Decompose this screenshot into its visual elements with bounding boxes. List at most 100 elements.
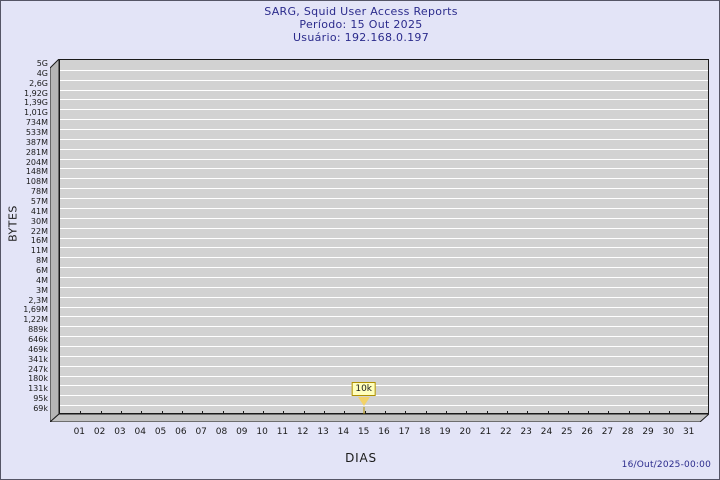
x-axis-tick-mark (222, 411, 224, 413)
gridline (60, 336, 708, 337)
gridline (60, 257, 708, 258)
y-axis-tick-label: 3M (36, 285, 48, 295)
x-axis-tick-label: 06 (175, 427, 187, 437)
x-axis-tick-mark (161, 411, 163, 413)
y-axis-tick-label: 533M (25, 127, 48, 137)
gridline (60, 395, 708, 396)
gridline (60, 267, 708, 268)
gridline (60, 356, 708, 357)
x-axis-tick-label: 23 (520, 427, 532, 437)
chart-title-block: SARG, Squid User Access Reports Período:… (1, 5, 720, 44)
gridline (60, 70, 708, 71)
x-axis-tick-mark (628, 411, 630, 413)
gridline (60, 287, 708, 288)
x-axis-tick-label: 09 (236, 427, 248, 437)
y-axis-tick-label: 1,92G (23, 88, 48, 98)
gridline (60, 159, 708, 160)
gridline (60, 376, 708, 377)
y-axis-tick-label: 108M (25, 177, 48, 187)
y-axis-tick-label: 734M (25, 118, 48, 128)
gridline (60, 208, 708, 209)
gridline (60, 366, 708, 367)
x-axis-tick-label: 12 (297, 427, 309, 437)
y-axis-tick-label: 341k (28, 354, 48, 364)
y-axis-tick-label: 2,6G (29, 78, 48, 88)
gridline (60, 218, 708, 219)
gridline (60, 90, 708, 91)
data-point-marker (363, 407, 365, 414)
y-axis-tick-label: 5G (36, 58, 48, 68)
gridline (60, 385, 708, 386)
x-axis-tick-mark (547, 411, 549, 413)
x-axis-tick-label: 22 (500, 427, 512, 437)
x-axis-tick-labels: 01 02 03 04 05 06 07 08 09 10 11 12 13 14 15 16 17 18 19 20… (59, 427, 709, 441)
x-axis-tick-mark (669, 411, 671, 413)
plot-canvas (59, 59, 709, 414)
x-axis-tick-mark (405, 411, 407, 413)
y-axis-tick-label: 8M (36, 256, 48, 266)
x-axis-tick-label: 13 (317, 427, 329, 437)
x-axis-tick-mark (445, 411, 447, 413)
x-axis-tick-mark (181, 411, 183, 413)
x-axis-tick-mark (689, 411, 691, 413)
x-axis-tick-label: 01 (73, 427, 86, 437)
x-axis-tick-mark (588, 411, 590, 413)
x-axis-tick-label: 21 (479, 427, 492, 437)
y-axis-tick-label: 889k (28, 325, 48, 335)
x-axis-tick-mark (385, 411, 386, 413)
x-axis-tick-label: 16 (378, 427, 390, 437)
y-axis-tick-label: 2,3M (28, 295, 48, 305)
y-axis-tick-label: 30M (30, 216, 48, 226)
y-axis-tick-label: 4G (36, 68, 48, 78)
x-axis-tick-label: 25 (561, 427, 573, 437)
plot-area: 10k (50, 59, 709, 422)
gridline (60, 178, 708, 179)
gridline (60, 119, 708, 120)
x-axis-tick-mark (506, 411, 508, 413)
y-axis-tick-label: 180k (28, 374, 48, 384)
gridline (60, 297, 708, 298)
x-axis-tick-mark (100, 411, 102, 413)
x-axis-tick-mark (242, 411, 244, 413)
x-axis-tick-mark (364, 411, 366, 413)
y-axis-tick-label: 387M (25, 137, 48, 147)
y-axis-tick-label: 1,22M (23, 315, 48, 325)
user-label: Usuário: 192.168.0.197 (292, 31, 430, 44)
x-axis-tick-label: 02 (93, 427, 106, 437)
gridline (60, 346, 708, 347)
y-axis-tick-label: 78M (30, 187, 48, 197)
gridline (60, 109, 708, 110)
x-axis-tick-mark (303, 411, 305, 413)
page-title: SARG, Squid User Access Reports (264, 5, 458, 18)
x-axis-tick-label: 19 (439, 427, 451, 437)
gridline (60, 238, 708, 239)
y-axis-tick-label: 469k (28, 344, 48, 354)
gridline (60, 139, 708, 140)
x-axis-tick-mark (567, 411, 569, 413)
x-axis-tick-mark (80, 411, 82, 413)
gridline (60, 247, 708, 248)
x-axis-tick-label: 30 (662, 427, 675, 437)
y-axis-tick-label: 4M (36, 275, 48, 285)
x-axis-tick-label: 15 (357, 427, 370, 437)
gridline (60, 80, 708, 81)
gridline (60, 168, 708, 169)
y-axis-tick-label: 1,01G (23, 108, 48, 118)
y-axis-tick-label: 148M (25, 167, 48, 177)
x-axis-tick-label: 07 (195, 427, 207, 437)
data-point-pointer-icon (357, 397, 370, 406)
y-axis-tick-label: 247k (28, 364, 48, 374)
y-axis-tick-label: 1,39G (23, 98, 48, 108)
x-axis-tick-mark (283, 411, 285, 413)
x-axis-tick-mark (649, 411, 651, 413)
x-axis-title: DIAS (345, 451, 377, 465)
y-axis-tick-label: 69k (33, 404, 48, 414)
y-axis-tick-label: 11M (30, 246, 48, 256)
x-axis-tick-label: 29 (642, 427, 654, 437)
y-axis-tick-labels: 5G 4G 2,6G 1,92G 1,39G 1,01G 734M 533M 387M 281M 2… (1, 59, 48, 422)
y-axis-tick-label: 1,69M (23, 305, 48, 315)
gridline (60, 405, 708, 406)
y-axis-tick-label: 57M (30, 196, 48, 206)
y-axis-tick-label: 16M (30, 236, 48, 246)
x-axis-tick-mark (608, 411, 610, 413)
